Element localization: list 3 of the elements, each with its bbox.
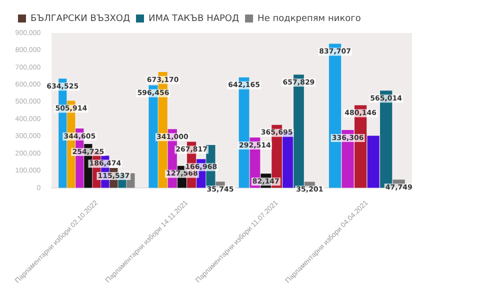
legend-label: ИМА ТАКЪВ НАРОД — [148, 14, 240, 24]
legend-label: Не подкрепям никого — [258, 14, 362, 24]
legend-label: БЪЛГАРСКИ ВЪЗХОД — [30, 14, 130, 24]
